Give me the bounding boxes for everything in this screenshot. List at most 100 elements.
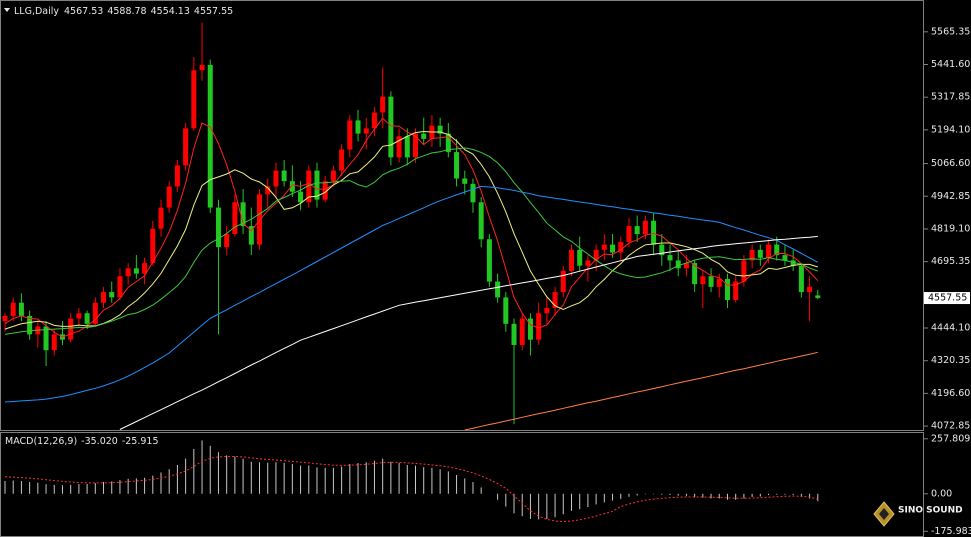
signal-line <box>4 456 818 523</box>
candle-body <box>215 207 221 248</box>
candle-body <box>322 181 328 200</box>
signal-value: -25.915 <box>122 436 159 447</box>
candle-body <box>150 228 156 264</box>
candle-body <box>281 170 287 182</box>
candle-body <box>757 249 763 258</box>
candle-body <box>634 226 640 234</box>
candle-body <box>158 207 164 229</box>
candle-body <box>700 276 706 285</box>
macd-header: MACD(12,26,9) -35.020 -25.915 <box>5 436 159 447</box>
y-tick-label: 4320.35 <box>931 355 970 366</box>
candle-body <box>355 120 361 134</box>
candle-body <box>741 260 747 282</box>
candle-body <box>257 194 263 245</box>
candle-body <box>84 313 90 324</box>
candle-body <box>774 244 780 256</box>
moving-average-line <box>464 351 818 431</box>
candle-body <box>339 149 345 171</box>
candle-body <box>265 186 271 195</box>
candle-body <box>117 276 123 298</box>
y-tick-label: 4196.60 <box>931 388 970 399</box>
logo: SINO SOUND <box>873 501 963 527</box>
moving-average-line <box>4 130 818 330</box>
candle-body <box>289 181 295 192</box>
y-tick-label: 257.809 <box>931 433 970 444</box>
current-price-box <box>924 292 970 305</box>
logo-icon-inner <box>879 508 889 520</box>
candle-body <box>92 302 98 324</box>
candle-body <box>404 136 410 158</box>
candle-body <box>396 136 402 158</box>
y-tick-label: -175.983 <box>931 526 971 537</box>
moving-average-line <box>4 185 819 403</box>
candle-body <box>363 128 369 134</box>
candle-body <box>610 244 616 253</box>
candle-body <box>76 313 82 319</box>
current-price-label: 4557.55 <box>928 293 967 304</box>
candle-body <box>642 220 648 234</box>
candle-body <box>133 268 139 274</box>
candle-body <box>626 226 632 242</box>
candle-body <box>43 326 49 351</box>
candle-body <box>790 260 796 266</box>
moving-average-line <box>4 147 818 335</box>
candle-body <box>495 281 501 298</box>
candle-body <box>807 286 813 293</box>
candle-body <box>273 170 279 187</box>
candle-body <box>166 186 172 208</box>
candle-body <box>445 133 451 153</box>
candle-body <box>207 64 213 208</box>
candle-body <box>462 178 468 184</box>
candle-body <box>413 133 418 158</box>
open-value: 4567.53 <box>64 6 103 17</box>
header: LLG,Daily 4567.53 4588.78 4554.13 4557.55 <box>14 6 233 17</box>
candle-body <box>347 120 353 150</box>
menu-triangle[interactable] <box>4 8 10 12</box>
candle-body <box>692 263 698 285</box>
y-tick-label: 4695.35 <box>931 256 970 267</box>
candle-body <box>191 70 197 129</box>
candle-body <box>330 170 336 182</box>
candle-body <box>618 241 624 253</box>
candle-body <box>232 202 238 234</box>
candle-body <box>544 307 550 314</box>
y-tick-label: 5565.35 <box>931 26 970 37</box>
candle-body <box>380 96 386 113</box>
y-tick-label: 4942.85 <box>931 191 970 202</box>
candle-body <box>248 226 254 245</box>
candle-body <box>51 334 57 351</box>
close-value: 4557.55 <box>194 6 233 17</box>
low-value: 4554.13 <box>151 6 190 17</box>
candle-body <box>27 315 33 335</box>
moving-average-line <box>119 235 818 430</box>
candle-body <box>183 128 189 166</box>
candle-body <box>749 249 755 261</box>
y-tick-label: 5317.85 <box>931 92 970 103</box>
y-tick-label: 5441.60 <box>931 59 970 70</box>
candle-body <box>675 260 681 269</box>
candle-body <box>577 249 583 266</box>
candle-body <box>815 295 821 299</box>
candle-body <box>683 263 689 269</box>
high-value: 4588.78 <box>107 6 146 17</box>
symbol-title: LLG,Daily <box>14 6 59 17</box>
candle-body <box>306 170 312 203</box>
candle-body <box>437 125 443 134</box>
candle-body <box>503 297 509 324</box>
candle-body <box>199 64 205 71</box>
candle-body <box>724 278 730 301</box>
candle-body <box>224 233 230 248</box>
candle-body <box>18 302 24 316</box>
candle-body <box>651 220 657 245</box>
candle-body <box>667 255 673 261</box>
candle-body <box>560 270 566 293</box>
candle-body <box>552 292 558 308</box>
candle-body <box>240 202 246 227</box>
y-tick-label: 4819.10 <box>931 223 970 234</box>
candle-body <box>371 112 377 129</box>
y-tick-label: 4444.10 <box>931 323 970 334</box>
candle-body <box>109 292 115 298</box>
